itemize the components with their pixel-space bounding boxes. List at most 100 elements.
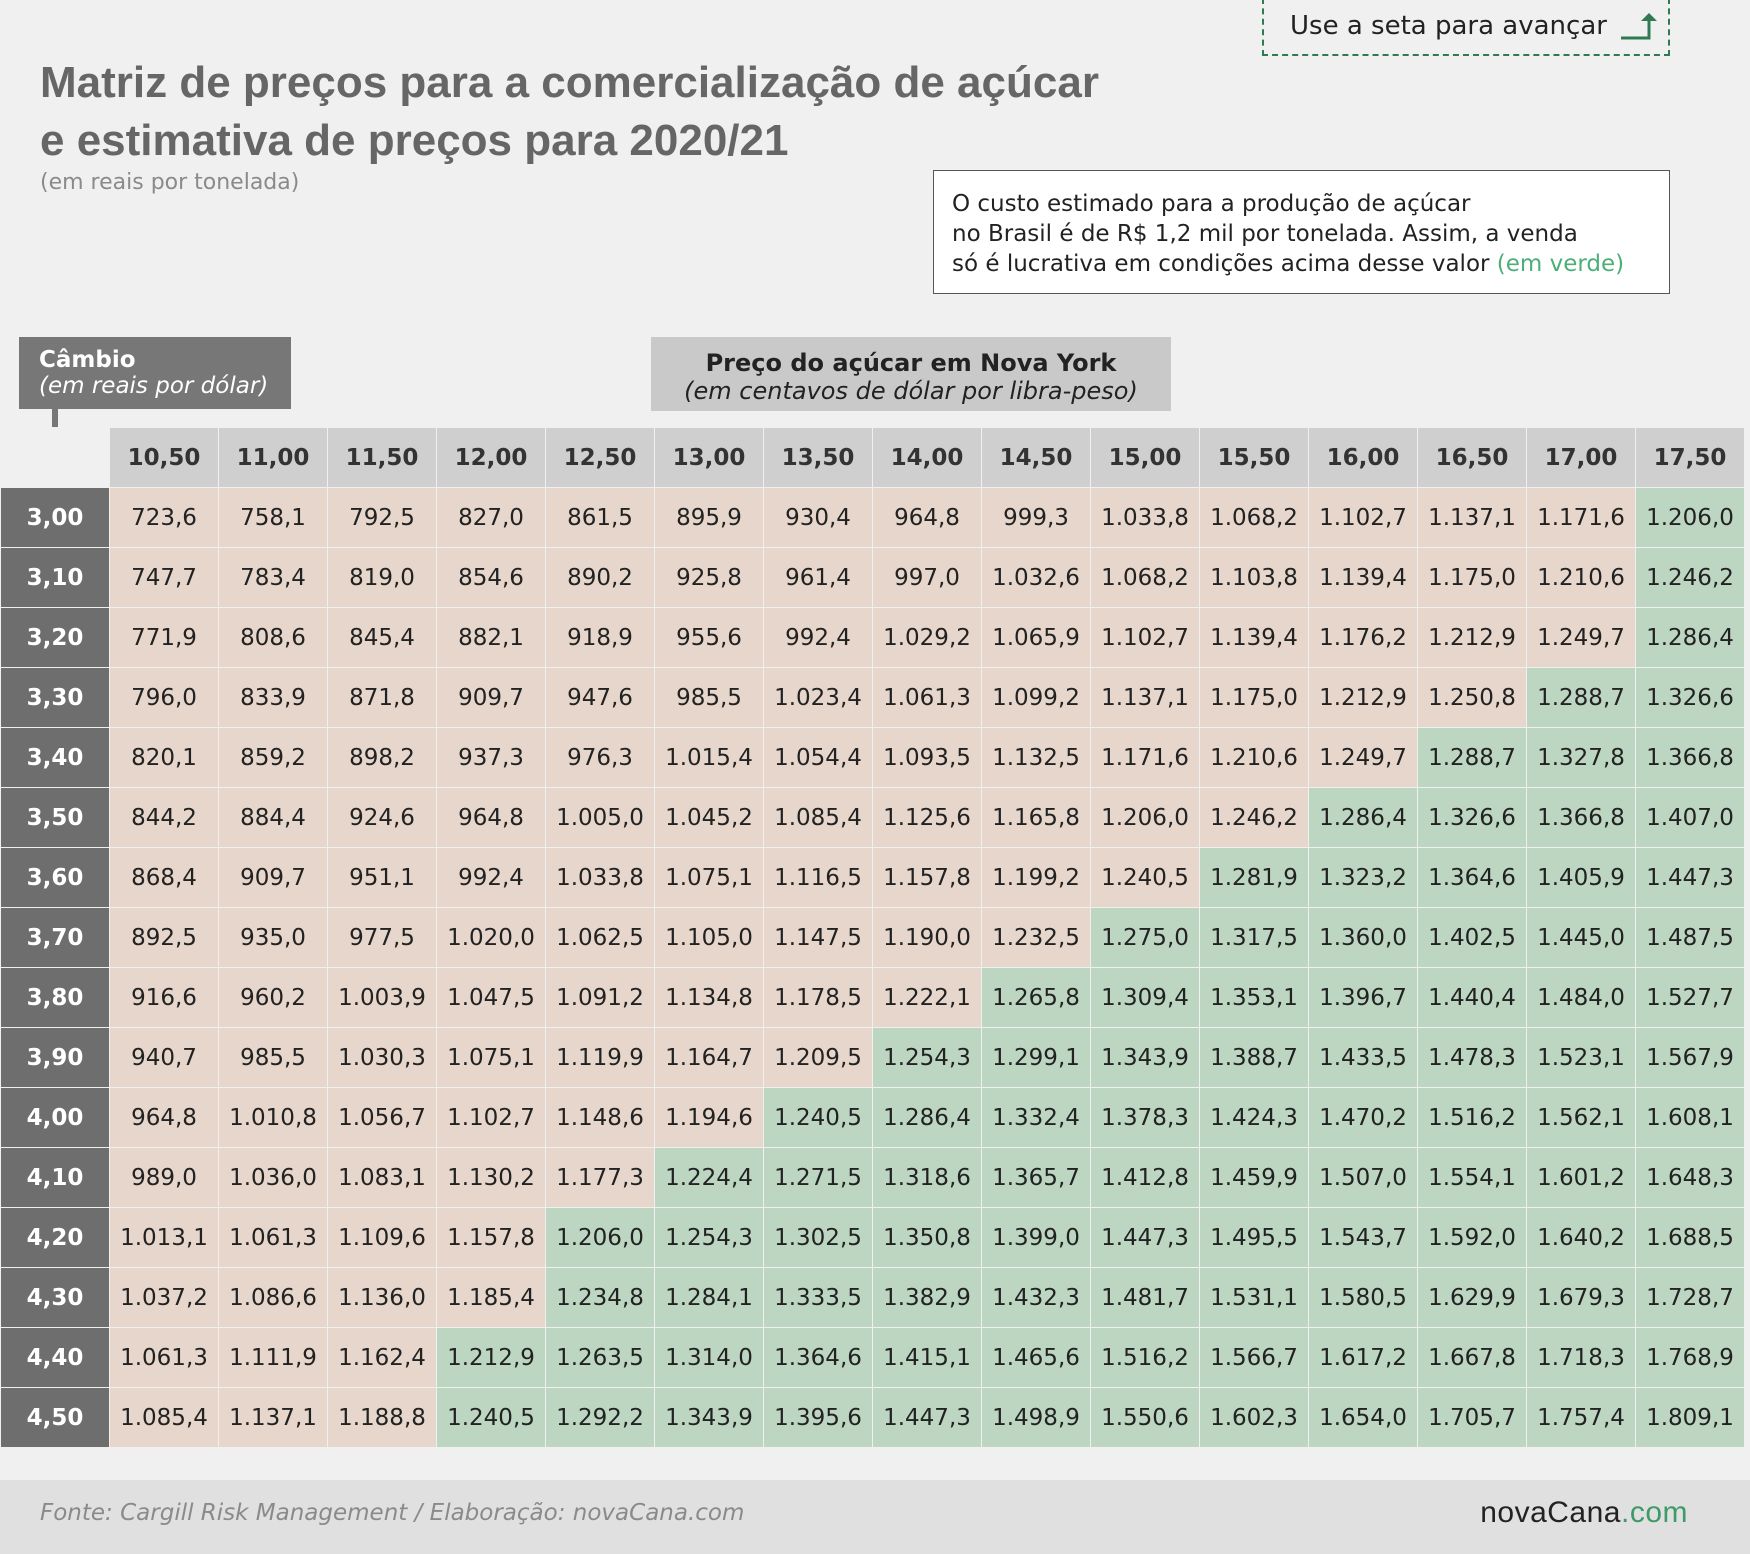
matrix-cell: 1.445,0 <box>1526 907 1636 968</box>
matrix-cell: 1.378,3 <box>1090 1087 1200 1148</box>
matrix-cell: 1.136,0 <box>327 1267 437 1328</box>
column-header: 17,00 <box>1526 427 1636 488</box>
col-axis-label: Preço do açúcar em Nova York (em centavo… <box>651 337 1171 411</box>
matrix-cell: 1.395,6 <box>763 1387 873 1448</box>
footer: Fonte: Cargill Risk Management / Elabora… <box>0 1480 1750 1554</box>
row-header: 4,30 <box>0 1267 110 1328</box>
matrix-cell: 1.440,4 <box>1417 967 1527 1028</box>
matrix-cell: 1.240,5 <box>436 1387 546 1448</box>
row-header: 3,50 <box>0 787 110 848</box>
matrix-cell: 1.246,2 <box>1199 787 1309 848</box>
matrix-cell: 1.543,7 <box>1308 1207 1418 1268</box>
matrix-cell: 1.103,8 <box>1199 547 1309 608</box>
matrix-cell: 1.188,8 <box>327 1387 437 1448</box>
matrix-cell: 1.412,8 <box>1090 1147 1200 1208</box>
matrix-cell: 909,7 <box>436 667 546 728</box>
price-matrix: 10,50 11,00 11,50 12,00 12,50 13,00 13,50 14,00… <box>0 427 1745 1448</box>
matrix-cell: 1.447,3 <box>872 1387 982 1448</box>
matrix-cell: 1.240,5 <box>1090 847 1200 908</box>
matrix-cell: 1.210,6 <box>1526 547 1636 608</box>
row-axis-label: Câmbio (em reais por dólar) <box>19 337 291 409</box>
matrix-cell: 1.085,4 <box>763 787 873 848</box>
table-row: 3,50 844,2 884,4 924,6 964,8 1.005,0 1.045,2 1.… <box>0 787 1745 848</box>
matrix-cell: 1.648,3 <box>1635 1147 1745 1208</box>
matrix-cell: 1.447,3 <box>1090 1207 1200 1268</box>
matrix-cell: 992,4 <box>436 847 546 908</box>
cost-note: O custo estimado para a produção de açúc… <box>933 170 1670 294</box>
matrix-cell: 1.263,5 <box>545 1327 655 1388</box>
matrix-cell: 985,5 <box>218 1027 328 1088</box>
matrix-cell: 1.523,1 <box>1526 1027 1636 1088</box>
matrix-cell: 1.137,1 <box>1417 487 1527 548</box>
matrix-cell: 1.147,5 <box>763 907 873 968</box>
matrix-cell: 1.679,3 <box>1526 1267 1636 1328</box>
matrix-cell: 723,6 <box>109 487 219 548</box>
matrix-cell: 1.137,1 <box>1090 667 1200 728</box>
matrix-cell: 1.224,4 <box>654 1147 764 1208</box>
logo-suffix: .com <box>1620 1496 1688 1529</box>
col-axis-unit: (em centavos de dólar por libra-peso) <box>684 377 1138 405</box>
matrix-corner <box>0 427 110 488</box>
matrix-cell: 1.232,5 <box>981 907 1091 968</box>
matrix-cell: 1.688,5 <box>1635 1207 1745 1268</box>
matrix-cell: 1.407,0 <box>1635 787 1745 848</box>
matrix-cell: 1.527,7 <box>1635 967 1745 1028</box>
matrix-cell: 796,0 <box>109 667 219 728</box>
matrix-cell: 1.175,0 <box>1199 667 1309 728</box>
matrix-cell: 1.102,7 <box>1308 487 1418 548</box>
matrix-cell: 1.640,2 <box>1526 1207 1636 1268</box>
matrix-cell: 918,9 <box>545 607 655 668</box>
column-header: 16,50 <box>1417 427 1527 488</box>
matrix-cell: 1.566,7 <box>1199 1327 1309 1388</box>
matrix-cell: 771,9 <box>109 607 219 668</box>
matrix-cell: 961,4 <box>763 547 873 608</box>
next-slide-button[interactable]: Use a seta para avançar <box>1262 0 1670 56</box>
matrix-cell: 1.309,4 <box>1090 967 1200 1028</box>
matrix-cell: 1.054,4 <box>763 727 873 788</box>
matrix-cell: 1.550,6 <box>1090 1387 1200 1448</box>
matrix-cell: 977,5 <box>327 907 437 968</box>
matrix-cell: 1.177,3 <box>545 1147 655 1208</box>
matrix-cell: 964,8 <box>109 1087 219 1148</box>
matrix-cell: 1.212,9 <box>1308 667 1418 728</box>
column-header: 16,00 <box>1308 427 1418 488</box>
row-header: 3,30 <box>0 667 110 728</box>
matrix-cell: 960,2 <box>218 967 328 1028</box>
table-row: 3,10 747,7 783,4 819,0 854,6 890,2 925,8 961,4 9… <box>0 547 1745 608</box>
matrix-cell: 1.481,7 <box>1090 1267 1200 1328</box>
matrix-cell: 884,4 <box>218 787 328 848</box>
matrix-cell: 1.271,5 <box>763 1147 873 1208</box>
column-header: 17,50 <box>1635 427 1745 488</box>
matrix-cell: 895,9 <box>654 487 764 548</box>
matrix-cell: 747,7 <box>109 547 219 608</box>
arrow-up-right-icon <box>1620 13 1657 40</box>
matrix-cell: 861,5 <box>545 487 655 548</box>
matrix-cell: 1.157,8 <box>872 847 982 908</box>
note-line-2: no Brasil é de R$ 1,2 mil por tonelada. … <box>952 221 1578 247</box>
matrix-cell: 1.091,2 <box>545 967 655 1028</box>
matrix-cell: 783,4 <box>218 547 328 608</box>
matrix-cell: 1.768,9 <box>1635 1327 1745 1388</box>
matrix-cell: 1.353,1 <box>1199 967 1309 1028</box>
row-header: 4,50 <box>0 1387 110 1448</box>
table-row: 3,80 916,6 960,2 1.003,9 1.047,5 1.091,2 1.134… <box>0 967 1745 1028</box>
matrix-cell: 1.061,3 <box>218 1207 328 1268</box>
matrix-cell: 827,0 <box>436 487 546 548</box>
column-header: 12,50 <box>545 427 655 488</box>
matrix-cell: 1.382,9 <box>872 1267 982 1328</box>
title-line-1: Matriz de preços para a comercialização … <box>40 58 1099 107</box>
matrix-cell: 999,3 <box>981 487 1091 548</box>
column-header: 11,50 <box>327 427 437 488</box>
matrix-cell: 1.318,6 <box>872 1147 982 1208</box>
matrix-cell: 955,6 <box>654 607 764 668</box>
matrix-cell: 1.165,8 <box>981 787 1091 848</box>
table-row: 3,00 723,6 758,1 792,5 827,0 861,5 895,9 930,4 9… <box>0 487 1745 548</box>
matrix-cell: 1.317,5 <box>1199 907 1309 968</box>
source-credit: Fonte: Cargill Risk Management / Elabora… <box>40 1500 745 1526</box>
matrix-cell: 1.629,9 <box>1417 1267 1527 1328</box>
matrix-cell: 1.292,2 <box>545 1387 655 1448</box>
row-header: 4,10 <box>0 1147 110 1208</box>
matrix-cell: 1.061,3 <box>109 1327 219 1388</box>
matrix-cell: 1.105,0 <box>654 907 764 968</box>
matrix-cell: 1.250,8 <box>1417 667 1527 728</box>
